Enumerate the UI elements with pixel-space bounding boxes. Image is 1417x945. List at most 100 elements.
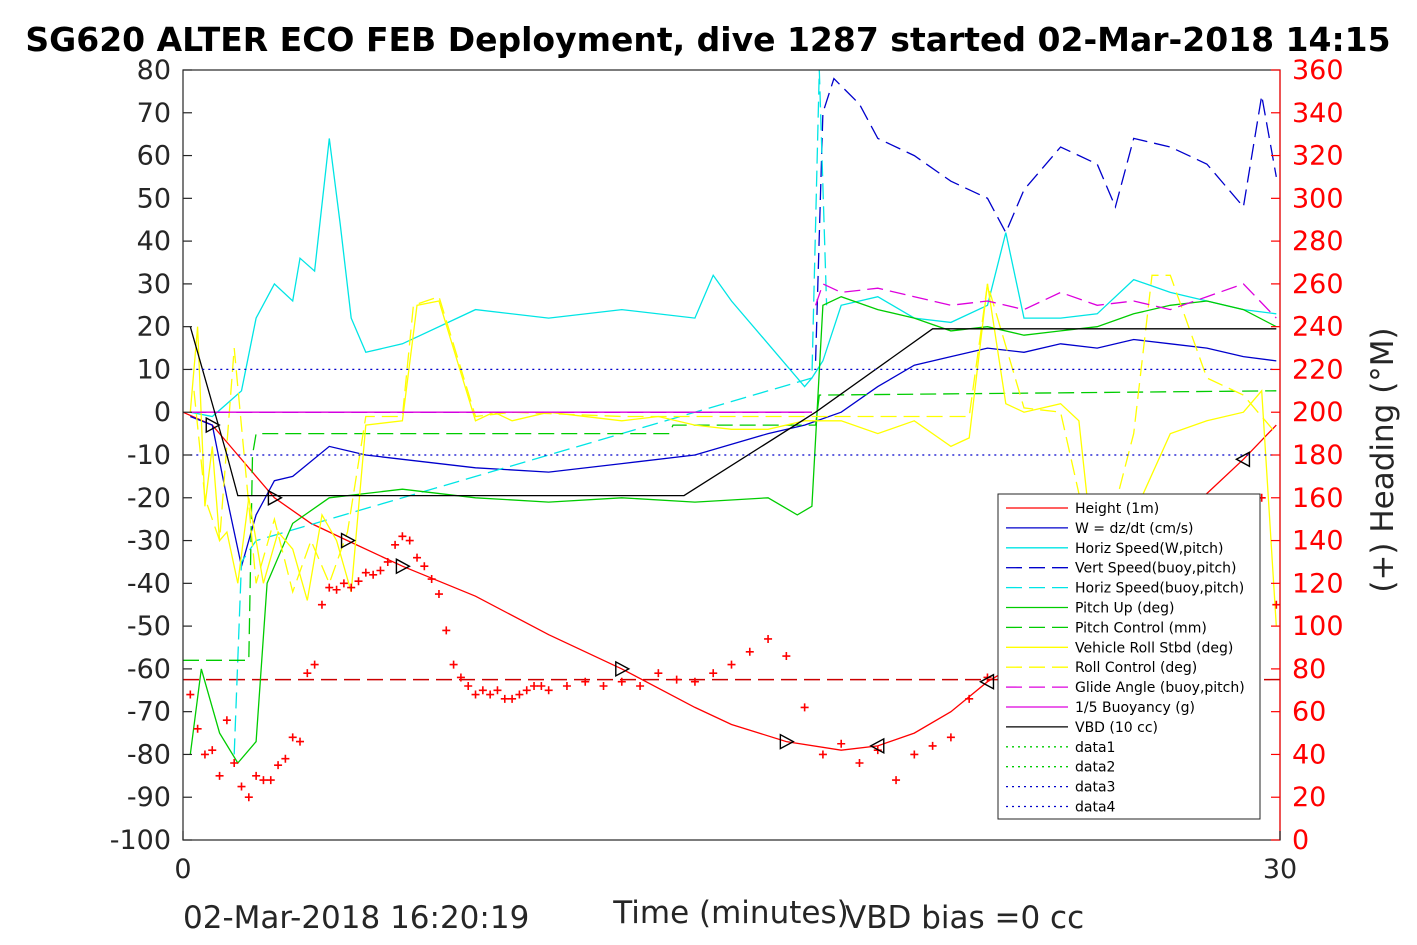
heading-point: [464, 682, 473, 690]
heading-point: [215, 771, 224, 780]
left-tick-label: -20: [127, 483, 171, 514]
heading-point: [522, 686, 531, 695]
heading-point: [427, 575, 436, 584]
heading-point: [855, 759, 864, 767]
left-tick-label: -70: [127, 697, 171, 728]
legend-label: data3: [1075, 780, 1115, 796]
heading-point: [281, 754, 290, 763]
heading-point: [515, 690, 524, 699]
heading-point: [376, 566, 385, 575]
right-tick-label: 40: [1292, 739, 1326, 770]
right-tick-label: 200: [1292, 397, 1344, 428]
heading-point: [581, 677, 590, 686]
heading-point: [486, 690, 495, 699]
series-line-5: [189, 295, 1277, 765]
left-y-axis: 80 70 60 50 40 30 20 10 0 -10 -20 -30 -40 -50 -60 -70 -8…: [110, 55, 192, 856]
heading-point: [636, 682, 645, 690]
right-tick-label: 80: [1292, 654, 1326, 685]
x-tick-label: 30: [1263, 854, 1297, 885]
heading-point: [208, 746, 217, 755]
left-tick-label: -40: [127, 568, 171, 599]
heading-point: [398, 532, 407, 541]
height-marker: [615, 660, 631, 678]
heading-point: [471, 690, 480, 699]
heading-point: [200, 750, 209, 759]
height-marker: [779, 733, 795, 750]
heading-point: [266, 776, 275, 785]
heading-point: [332, 585, 341, 594]
series-line-9: [814, 283, 1277, 319]
heading-point: [354, 577, 363, 586]
heading-point: [530, 682, 539, 690]
x-tick-label: 0: [174, 854, 191, 885]
heading-point: [928, 741, 937, 750]
left-tick-label: 30: [137, 269, 171, 300]
series-line-4: [233, 69, 828, 755]
heading-point: [383, 557, 392, 566]
legend-label: Horiz Speed(W,pitch): [1075, 541, 1223, 557]
series-line-8: [193, 274, 1277, 595]
heading-point: [361, 568, 370, 577]
heading-point: [310, 660, 319, 669]
heading-point: [339, 579, 348, 588]
left-tick-label: 20: [137, 312, 171, 343]
heading-point: [369, 570, 378, 579]
heading-point: [478, 686, 487, 695]
left-tick-label: -90: [127, 782, 171, 813]
heading-point: [562, 682, 571, 690]
height-marker: [340, 532, 357, 549]
right-y-axis-label: (+) Heading (°M): [1365, 327, 1401, 592]
heading-point: [500, 694, 509, 703]
height-marker: [1234, 451, 1251, 468]
right-tick-label: 20: [1292, 782, 1326, 813]
heading-point: [296, 737, 305, 746]
right-tick-label: 360: [1292, 55, 1344, 86]
legend-label: Pitch Up (deg): [1075, 601, 1174, 617]
right-tick-label: 60: [1292, 697, 1326, 728]
right-tick-label: 100: [1292, 611, 1344, 642]
left-tick-label: -80: [127, 739, 171, 770]
heading-point: [910, 750, 919, 759]
right-tick-label: 180: [1292, 440, 1344, 471]
heading-point: [837, 739, 846, 748]
heading-point: [508, 694, 517, 703]
heading-point: [654, 669, 663, 678]
heading-point: [709, 669, 718, 678]
height-marker: [267, 489, 283, 506]
left-tick-label: -60: [127, 654, 171, 685]
right-tick-label: 220: [1292, 354, 1344, 385]
height-marker: [978, 673, 995, 690]
heading-point: [617, 677, 626, 686]
right-tick-label: 140: [1292, 526, 1344, 557]
left-tick-label: 80: [137, 55, 171, 86]
chart-title: SG620 ALTER ECO FEB Deployment, dive 128…: [25, 20, 1390, 59]
heading-point: [672, 675, 681, 684]
left-tick-label: -30: [127, 526, 171, 557]
heading-point: [800, 703, 809, 712]
left-tick-label: 0: [154, 397, 171, 428]
heading-point: [946, 733, 955, 742]
legend-label: data4: [1075, 800, 1116, 816]
right-tick-label: 340: [1292, 98, 1344, 129]
heading-point: [413, 553, 422, 562]
legend-label: Roll Control (deg): [1075, 660, 1197, 676]
heading-point: [259, 776, 268, 785]
heading-point: [434, 590, 443, 599]
heading-point: [449, 660, 458, 669]
right-tick-label: 120: [1292, 568, 1344, 599]
heading-point: [764, 634, 773, 643]
heading-point: [442, 626, 451, 635]
heading-point: [244, 793, 253, 802]
heading-point: [965, 694, 974, 703]
series-line-7: [189, 283, 1277, 627]
heading-point: [186, 690, 195, 699]
heading-point: [405, 536, 414, 545]
right-tick-label: 0: [1292, 825, 1309, 856]
left-tick-label: 70: [137, 98, 171, 129]
right-y-axis: 3603403203002802602402202001801601401201…: [1271, 55, 1344, 856]
series-line-6: [183, 390, 1277, 661]
height-marker: [205, 416, 221, 434]
series-layer: [182, 69, 1280, 765]
heading-point: [347, 583, 356, 592]
heading-point: [288, 733, 297, 742]
